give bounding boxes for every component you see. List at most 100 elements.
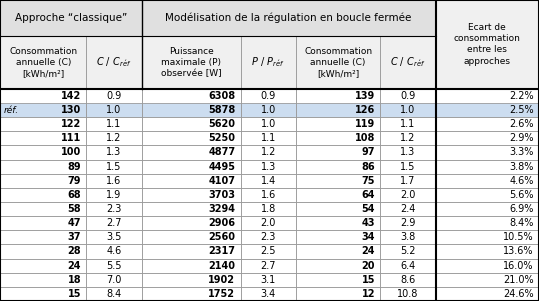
Bar <box>86 244 142 259</box>
Bar <box>142 202 241 216</box>
Text: 0.9: 0.9 <box>261 91 276 101</box>
Text: 139: 139 <box>355 91 375 101</box>
Text: 2317: 2317 <box>208 247 236 256</box>
Text: 10.8: 10.8 <box>397 289 419 299</box>
Text: Ecart de
consommation
entre les
approches: Ecart de consommation entre les approche… <box>454 23 521 66</box>
Text: 2560: 2560 <box>208 232 236 242</box>
Bar <box>0 131 86 145</box>
Text: 79: 79 <box>67 176 81 186</box>
Bar <box>436 230 539 244</box>
Bar <box>0 273 86 287</box>
Text: 1.0: 1.0 <box>400 105 416 115</box>
Bar <box>0 36 86 89</box>
Text: 64: 64 <box>362 190 375 200</box>
Bar <box>436 117 539 131</box>
Text: Consommation
annuelle (C)
[kWh/m²]: Consommation annuelle (C) [kWh/m²] <box>304 47 372 78</box>
Text: 43: 43 <box>362 218 375 228</box>
Text: 1.4: 1.4 <box>261 176 276 186</box>
Text: 1.3: 1.3 <box>400 147 416 157</box>
Bar <box>86 273 142 287</box>
Bar <box>86 145 142 160</box>
Bar <box>241 174 296 188</box>
Bar <box>241 103 296 117</box>
Text: 2.7: 2.7 <box>106 218 122 228</box>
Text: 15: 15 <box>362 275 375 285</box>
Text: Puissance
maximale (P)
observée [W]: Puissance maximale (P) observée [W] <box>161 47 222 78</box>
Text: 2.4: 2.4 <box>400 204 416 214</box>
Bar <box>142 36 241 89</box>
Bar <box>296 202 381 216</box>
Text: 18: 18 <box>67 275 81 285</box>
Text: 2906: 2906 <box>208 218 236 228</box>
Text: 89: 89 <box>67 162 81 172</box>
Text: 2.3: 2.3 <box>260 232 276 242</box>
Bar <box>0 259 86 273</box>
Text: 58: 58 <box>67 204 81 214</box>
Text: 2.0: 2.0 <box>400 190 416 200</box>
Text: 75: 75 <box>362 176 375 186</box>
Text: 126: 126 <box>355 105 375 115</box>
Bar <box>381 89 436 103</box>
Bar <box>381 244 436 259</box>
Text: réf.: réf. <box>3 106 18 114</box>
Text: 0.9: 0.9 <box>106 91 122 101</box>
Text: 142: 142 <box>61 91 81 101</box>
Bar <box>241 117 296 131</box>
Text: 5250: 5250 <box>208 133 236 143</box>
Text: 108: 108 <box>355 133 375 143</box>
Text: 37: 37 <box>67 232 81 242</box>
Bar <box>86 160 142 174</box>
Bar <box>241 188 296 202</box>
Text: 5878: 5878 <box>208 105 236 115</box>
Text: 24: 24 <box>67 261 81 271</box>
Bar <box>142 103 241 117</box>
Bar <box>436 188 539 202</box>
Text: Modélisation de la régulation en boucle fermée: Modélisation de la régulation en boucle … <box>165 13 412 23</box>
Text: 16.0%: 16.0% <box>503 261 534 271</box>
Text: $C\ /\ C_{r\acute{e}f}$: $C\ /\ C_{r\acute{e}f}$ <box>96 56 132 69</box>
Bar <box>86 103 142 117</box>
Text: 3.1: 3.1 <box>261 275 276 285</box>
Bar <box>436 174 539 188</box>
Bar <box>86 36 142 89</box>
Bar <box>0 202 86 216</box>
Text: 2.6%: 2.6% <box>509 119 534 129</box>
Bar <box>86 131 142 145</box>
Bar <box>241 287 296 301</box>
Text: 3.8: 3.8 <box>400 232 416 242</box>
Bar <box>381 202 436 216</box>
Text: 24: 24 <box>362 247 375 256</box>
Bar <box>0 287 86 301</box>
Bar <box>241 230 296 244</box>
Text: 1.5: 1.5 <box>106 162 122 172</box>
Bar <box>142 287 241 301</box>
Bar <box>436 145 539 160</box>
Text: 3.3%: 3.3% <box>509 147 534 157</box>
Text: 1.0: 1.0 <box>106 105 122 115</box>
Text: 2.9%: 2.9% <box>509 133 534 143</box>
Text: 100: 100 <box>61 147 81 157</box>
Bar <box>0 89 86 103</box>
Bar <box>241 273 296 287</box>
Bar <box>0 117 86 131</box>
Bar <box>0 244 86 259</box>
Bar <box>0 160 86 174</box>
Text: 3.5: 3.5 <box>106 232 122 242</box>
Bar <box>296 117 381 131</box>
Text: 6.9%: 6.9% <box>509 204 534 214</box>
Text: 3294: 3294 <box>208 204 236 214</box>
Text: 6308: 6308 <box>208 91 236 101</box>
Bar <box>0 0 142 36</box>
Bar <box>86 230 142 244</box>
Text: 15: 15 <box>67 289 81 299</box>
Bar <box>381 188 436 202</box>
Bar <box>436 273 539 287</box>
Text: 5.5: 5.5 <box>106 261 122 271</box>
Text: 2.5: 2.5 <box>260 247 276 256</box>
Bar <box>436 131 539 145</box>
Text: 1.2: 1.2 <box>106 133 122 143</box>
Text: 1.0: 1.0 <box>261 119 276 129</box>
Bar <box>86 216 142 230</box>
Bar <box>381 216 436 230</box>
Bar <box>142 259 241 273</box>
